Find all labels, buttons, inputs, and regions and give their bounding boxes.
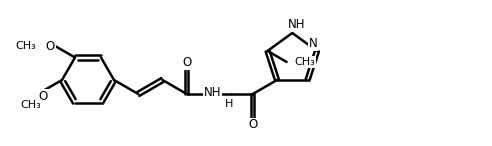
Text: NH: NH: [204, 86, 221, 100]
Text: NH: NH: [287, 18, 305, 32]
Text: N: N: [308, 37, 317, 50]
Text: O: O: [182, 57, 191, 69]
Text: CH₃: CH₃: [15, 41, 36, 52]
Text: O: O: [248, 119, 257, 132]
Text: CH₃: CH₃: [21, 100, 41, 110]
Text: O: O: [45, 40, 55, 53]
Text: H: H: [224, 99, 233, 109]
Text: CH₃: CH₃: [295, 57, 315, 67]
Text: O: O: [38, 89, 48, 102]
